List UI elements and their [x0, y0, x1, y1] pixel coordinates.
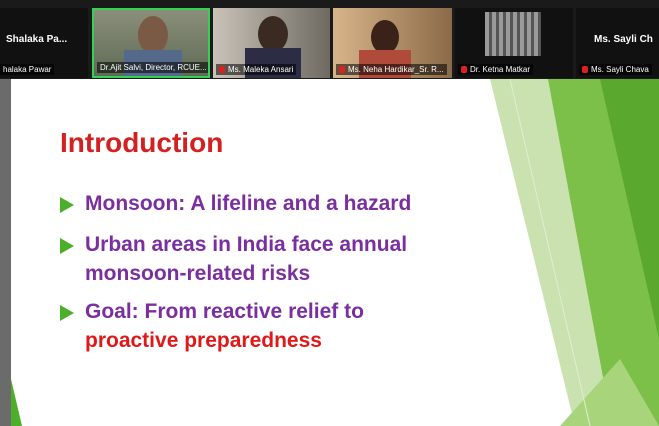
decor-shape [11, 379, 22, 426]
bullet-highlight: proactive preparedness [85, 329, 322, 352]
bullet-text: Goal: From reactive relief to [85, 300, 364, 323]
participant-tile[interactable]: Shalaka Pa... halaka Pawar [0, 8, 88, 78]
participant-label: halaka Pawar [0, 64, 54, 75]
participant-tile[interactable]: Dr.Ajit Salvi, Director, RCUE... [92, 8, 210, 78]
screen: Shalaka Pa... halaka Pawar Dr.Ajit Salvi… [0, 0, 659, 426]
participant-name: Ms. Sayli Chava [591, 65, 649, 74]
participant-label: Ms. Neha Hardikar_Sr. R... [336, 64, 447, 75]
video-feed [138, 16, 168, 54]
participant-label: Ms. Sayli Chava [579, 64, 652, 75]
participant-name: Dr. Ketna Matkar [470, 65, 530, 74]
slide-title: Introduction [60, 127, 223, 159]
participant-tile[interactable]: Dr. Ketna Matkar [455, 8, 573, 78]
participant-tile[interactable]: Ms. Neha Hardikar_Sr. R... [333, 8, 452, 78]
participant-name: Ms. Neha Hardikar_Sr. R... [348, 65, 444, 74]
shared-slide: Introduction Monsoon: A lifeline and a h… [0, 79, 659, 426]
participant-label: Ms. Maleka Ansari [216, 64, 296, 75]
bullet-text: Goal: From reactive relief to proactive p… [85, 297, 505, 355]
participant-name: Ms. Sayli Ch [594, 34, 653, 45]
participant-label: Dr.Ajit Salvi, Director, RCUE... [97, 62, 210, 73]
participant-name: Shalaka Pa... [6, 34, 67, 45]
participant-tile[interactable]: Ms. Sayli Ch Ms. Sayli Chava [576, 8, 659, 78]
video-feed [258, 16, 288, 52]
bullet-text: Monsoon: A lifeline and a hazard [85, 189, 505, 218]
participant-name: Ms. Maleka Ansari [228, 65, 293, 74]
video-feed [371, 20, 399, 54]
bullet-text: Urban areas in India face annual monsoon… [85, 230, 505, 288]
participant-label: Dr. Ketna Matkar [458, 64, 533, 75]
participant-strip: Shalaka Pa... halaka Pawar Dr.Ajit Salvi… [0, 0, 659, 79]
participant-tile[interactable]: Ms. Maleka Ansari [213, 8, 330, 78]
slide-edge [0, 79, 11, 426]
profile-image [485, 12, 541, 56]
